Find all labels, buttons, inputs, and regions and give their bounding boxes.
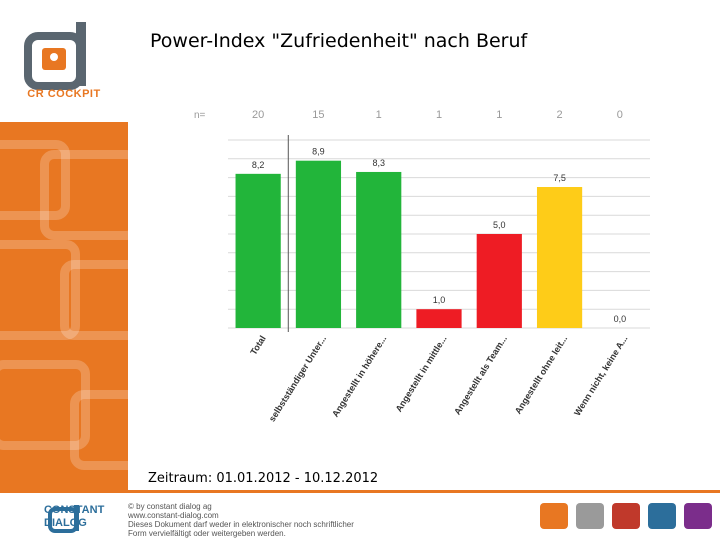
sidebar-pattern-shape: [0, 360, 90, 450]
value-label: 8,3: [372, 158, 385, 168]
bar-3: [416, 309, 462, 328]
n-value: 1: [496, 109, 502, 121]
n-value: 20: [252, 109, 264, 121]
value-label: 1,0: [433, 295, 446, 305]
n-value: 1: [376, 109, 382, 121]
sidebar-pattern-shape: [70, 390, 128, 470]
chart-bars: [235, 160, 583, 328]
product-icon-2: [576, 503, 604, 529]
footer-brand-line1: CONSTANT: [44, 504, 105, 516]
copyright-line: © by constant dialog ag: [128, 502, 212, 511]
value-label: 7,5: [553, 173, 566, 183]
product-icon-5: [684, 503, 712, 529]
value-label: 0,0: [614, 314, 627, 324]
sidebar-pattern-shape: [0, 140, 70, 220]
page-title: Power-Index "Zufriedenheit" nach Beruf: [150, 30, 528, 52]
copyright-line: Dieses Dokument darf weder in elektronis…: [128, 520, 354, 529]
value-label: 5,0: [493, 220, 506, 230]
bar-4: [476, 234, 522, 328]
n-value: 15: [312, 109, 324, 121]
cr-cockpit-logo: [24, 22, 86, 90]
footer-copyright: © by constant dialog ag www.constant-dia…: [128, 502, 354, 538]
category-label: selbstständiger Unter...: [267, 334, 328, 424]
category-label: Wenn nicht, keine A...: [572, 334, 630, 418]
n-label: n=: [194, 110, 206, 121]
category-label: Total: [248, 334, 268, 357]
timeframe-text: Zeitraum: 01.01.2012 - 10.12.2012: [148, 471, 379, 486]
value-label: 8,2: [252, 160, 265, 170]
footer-brand-line2: DIALOG: [44, 517, 87, 529]
bar-2: [356, 171, 402, 328]
copyright-line: www.constant-dialog.com: [128, 511, 219, 520]
value-label: 8,9: [312, 147, 325, 157]
n-value: 2: [557, 109, 563, 121]
product-icon-3: [612, 503, 640, 529]
sidebar-pattern-shape: [60, 260, 128, 340]
copyright-line: Form vervielfältigt oder weitergeben wer…: [128, 529, 286, 538]
category-label: Angestellt ohne leit...: [513, 334, 569, 416]
n-value: 1: [436, 109, 442, 121]
bar-5: [536, 187, 583, 328]
product-icon-4: [648, 503, 676, 529]
category-label: Angestellt als Team...: [452, 334, 509, 417]
n-value: 0: [617, 109, 623, 121]
product-icon-1: [540, 503, 568, 529]
bar-1: [295, 160, 342, 328]
footer: CONSTANT DIALOG © by constant dialog ag …: [0, 490, 720, 540]
constant-dialog-logo: [48, 505, 79, 533]
bar-0: [235, 173, 281, 328]
sidebar-pattern-shape: [40, 150, 128, 240]
logo-text: CR COCKPIT: [27, 88, 101, 100]
category-label: Angestellt in höhere...: [330, 334, 388, 419]
sidebar-pattern-shape: [0, 240, 80, 340]
category-label: Angestellt in mittle...: [394, 334, 449, 414]
